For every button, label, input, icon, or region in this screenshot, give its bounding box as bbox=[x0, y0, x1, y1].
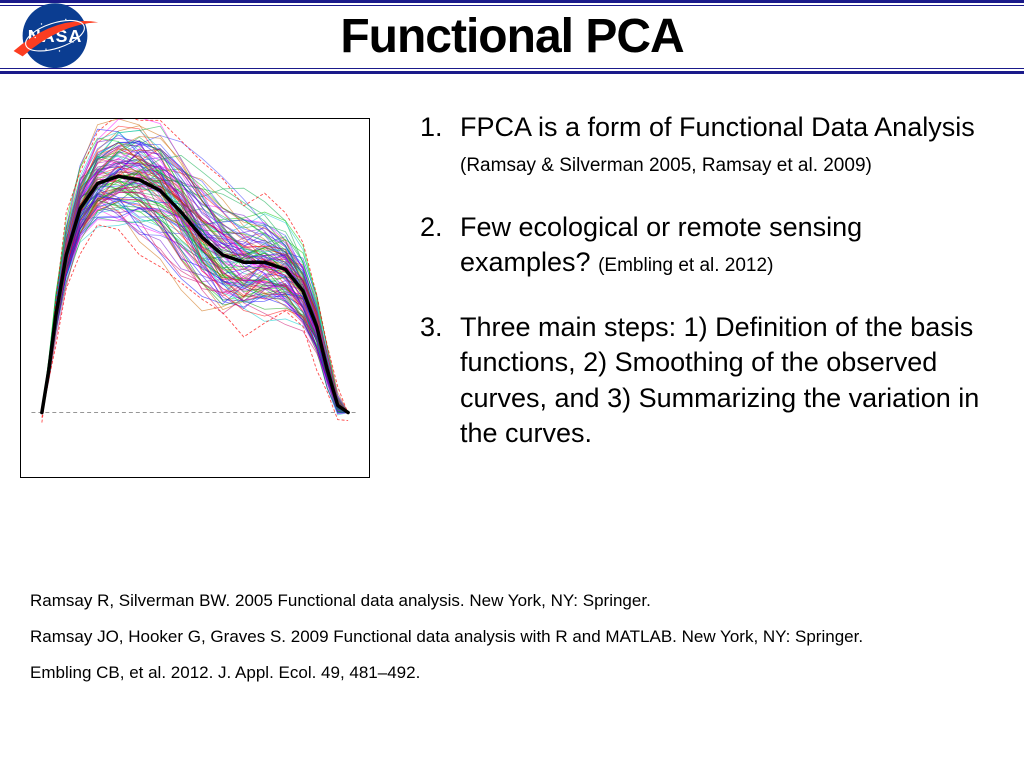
reference-line: Ramsay R, Silverman BW. 2005 Functional … bbox=[30, 590, 980, 612]
list-item-text: FPCA is a form of Functional Data Analys… bbox=[460, 112, 975, 142]
list-item-citation: (Ramsay & Silverman 2005, Ramsay et al. … bbox=[460, 155, 872, 176]
references: Ramsay R, Silverman BW. 2005 Functional … bbox=[30, 590, 980, 698]
fpca-curves-chart bbox=[20, 118, 370, 478]
page-title: Functional PCA bbox=[0, 3, 1024, 71]
nasa-logo: NASA bbox=[10, 0, 100, 75]
list-item: FPCA is a form of Functional Data Analys… bbox=[450, 110, 990, 180]
reference-line: Embling CB, et al. 2012. J. Appl. Ecol. … bbox=[30, 662, 980, 684]
list-item: Three main steps: 1) Definition of the b… bbox=[450, 310, 990, 450]
numbered-list: FPCA is a form of Functional Data Analys… bbox=[420, 110, 990, 481]
header-bar: NASA Functional PCA bbox=[0, 0, 1024, 74]
list-item-citation: (Embling et al. 2012) bbox=[598, 255, 773, 276]
list-item: Few ecological or remote sensing example… bbox=[450, 210, 990, 280]
reference-line: Ramsay JO, Hooker G, Graves S. 2009 Func… bbox=[30, 626, 980, 648]
list-item-text: Three main steps: 1) Definition of the b… bbox=[460, 312, 979, 447]
